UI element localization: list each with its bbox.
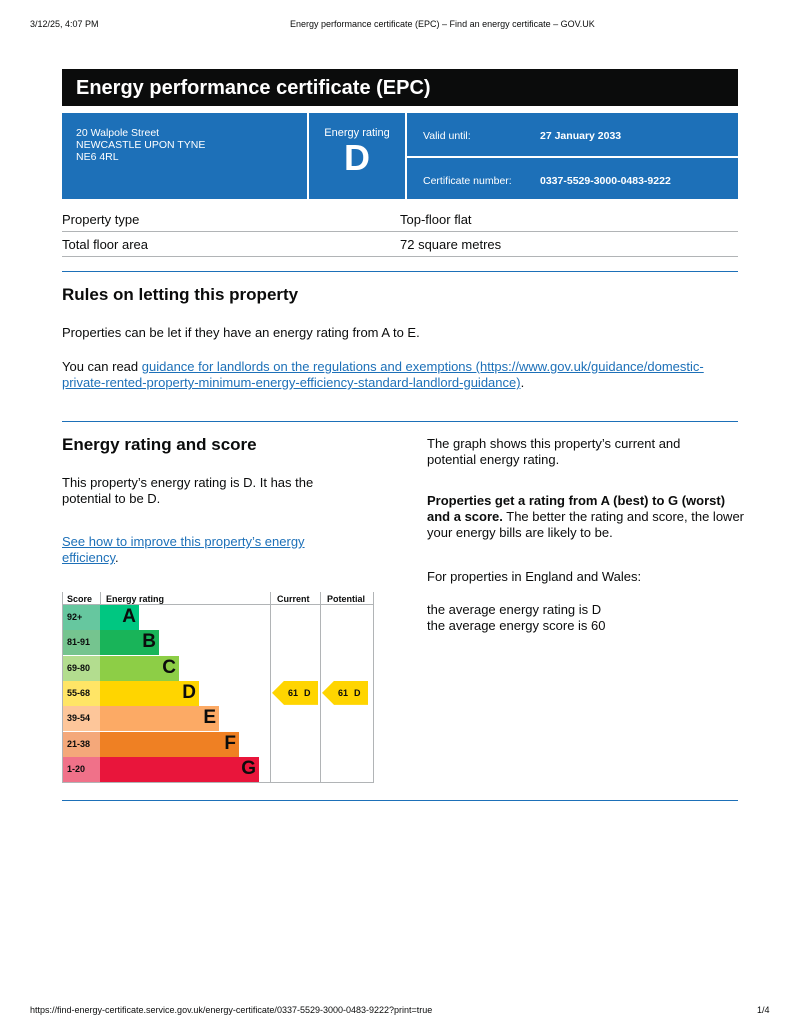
band-bar-f: F [100,731,239,757]
band-bar-d: D [100,680,199,706]
header-score: Score [67,594,93,604]
valid-until-value: 27 January 2033 [540,130,622,142]
improve-para: See how to improve this property’s energ… [62,534,337,566]
landlord-guidance-link[interactable]: guidance for landlords on the regulation… [62,359,704,390]
band-score: 39-54 [63,706,100,732]
energy-rating-cell: Energy rating D [309,113,405,199]
detail-value: Top-floor flat [400,212,472,227]
text: . [115,550,119,565]
header-current: Current [277,594,310,604]
print-title: Energy performance certificate (EPC) – F… [290,19,595,29]
address: 20 Walpole Street NEWCASTLE UPON TYNE NE… [62,113,307,199]
potential-score: 61 [338,687,349,698]
band-score: 1-20 [63,756,100,782]
current-rating-arrow: 61 D [272,680,318,705]
detail-label: Property type [62,212,140,227]
address-line: NEWCASTLE UPON TYNE [76,139,206,151]
detail-label: Total floor area [62,237,148,252]
text: You can read [62,359,142,374]
column-divider [320,592,321,783]
letting-guidance: You can read guidance for landlords on t… [62,359,722,391]
band-bar-c: C [100,655,179,681]
print-datetime: 3/12/25, 4:07 PM [30,19,99,29]
detail-row: Property type Top-floor flat [62,208,738,232]
band-score: 81-91 [63,630,100,656]
detail-value: 72 square metres [400,237,502,252]
graph-text: The graph shows this property’s current … [427,436,681,467]
page-number: 1/4 [757,1005,770,1015]
section-divider [62,271,738,272]
energy-rating-letter: D [344,137,370,178]
text: . [520,375,525,390]
column-divider [270,592,271,783]
header-rule [63,604,373,605]
band-score: 55-68 [63,680,100,706]
certificate-number: Certificate number: 0337-5529-3000-0483-… [407,158,738,199]
average-score: the average energy score is 60 [427,618,606,633]
section-divider [62,800,738,801]
potential-letter: D [354,687,361,698]
page-title: Energy performance certificate (EPC) [62,69,738,106]
energy-rating-chart: Score Energy rating Current Potential 92… [62,592,374,783]
letting-heading: Rules on letting this property [62,285,299,304]
band-score: 21-38 [63,731,100,757]
section-divider [62,421,738,422]
rating-heading: Energy rating and score [62,435,257,454]
header-potential: Potential [327,594,366,604]
column-divider [100,592,101,604]
improve-efficiency-link[interactable]: See how to improve this property’s energ… [62,534,305,565]
potential-rating-arrow: 61 D [322,680,368,705]
rating-explanation: Properties get a rating from A (best) to… [427,493,747,541]
band-bar-b: B [100,630,159,656]
text: The better the rating and score, the low… [427,509,744,540]
current-score: 61 [288,687,299,698]
letting-para: Properties can be let if they have an en… [62,325,420,340]
average-rating: the average energy rating is D [427,602,602,617]
band-bar-g: G [100,756,259,782]
band-bar-e: E [100,706,219,732]
valid-until: Valid until: 27 January 2033 [407,113,738,156]
band-bar-a: A [100,605,139,630]
certificate-number-value: 0337-5529-3000-0483-9222 [540,175,671,187]
address-line: 20 Walpole Street [76,127,160,139]
header-energy-rating: Energy rating [106,594,165,604]
current-letter: D [304,687,311,698]
rating-para: This property’s energy rating is D. It h… [62,475,314,506]
band-score: 69-80 [63,655,100,681]
band-score: 92+ [63,605,100,630]
energy-rating-label: Energy rating [324,127,390,139]
print-url: https://find-energy-certificate.service.… [30,1005,433,1015]
average-intro: For properties in England and Wales: [427,569,642,584]
valid-until-label: Valid until: [423,130,471,142]
bold-text: Properties get a rating from A (best) to… [427,493,726,524]
address-line: NE6 4RL [76,151,119,163]
certificate-number-label: Certificate number: [423,175,512,187]
detail-row: Total floor area 72 square metres [62,233,738,257]
